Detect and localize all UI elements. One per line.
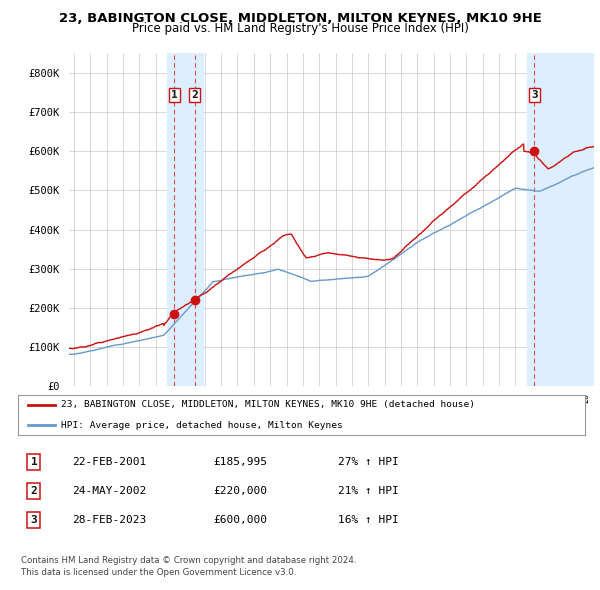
Bar [167,53,203,386]
Text: £185,995: £185,995 [214,457,268,467]
Text: HPI: Average price, detached house, Milton Keynes: HPI: Average price, detached house, Milt… [61,421,342,430]
Text: 16% ↑ HPI: 16% ↑ HPI [338,516,399,525]
Text: 3: 3 [31,516,37,525]
Text: 23, BABINGTON CLOSE, MIDDLETON, MILTON KEYNES, MK10 9HE: 23, BABINGTON CLOSE, MIDDLETON, MILTON K… [59,12,541,25]
Text: 22-FEB-2001: 22-FEB-2001 [72,457,146,467]
Text: 3: 3 [531,90,538,100]
Text: 28-FEB-2023: 28-FEB-2023 [72,516,146,525]
Text: 23, BABINGTON CLOSE, MIDDLETON, MILTON KEYNES, MK10 9HE (detached house): 23, BABINGTON CLOSE, MIDDLETON, MILTON K… [61,400,475,409]
Text: 1: 1 [31,457,37,467]
Text: Price paid vs. HM Land Registry's House Price Index (HPI): Price paid vs. HM Land Registry's House … [131,22,469,35]
Bar [527,53,548,386]
Text: 24-MAY-2002: 24-MAY-2002 [72,486,146,496]
Text: 2: 2 [31,486,37,496]
Text: Contains HM Land Registry data © Crown copyright and database right 2024.: Contains HM Land Registry data © Crown c… [21,556,356,565]
Text: 2: 2 [191,90,198,100]
Text: 27% ↑ HPI: 27% ↑ HPI [338,457,399,467]
Text: £600,000: £600,000 [214,516,268,525]
Text: 21% ↑ HPI: 21% ↑ HPI [338,486,399,496]
Text: £220,000: £220,000 [214,486,268,496]
Text: 1: 1 [171,90,178,100]
Bar [548,53,594,386]
Text: This data is licensed under the Open Government Licence v3.0.: This data is licensed under the Open Gov… [21,568,296,576]
